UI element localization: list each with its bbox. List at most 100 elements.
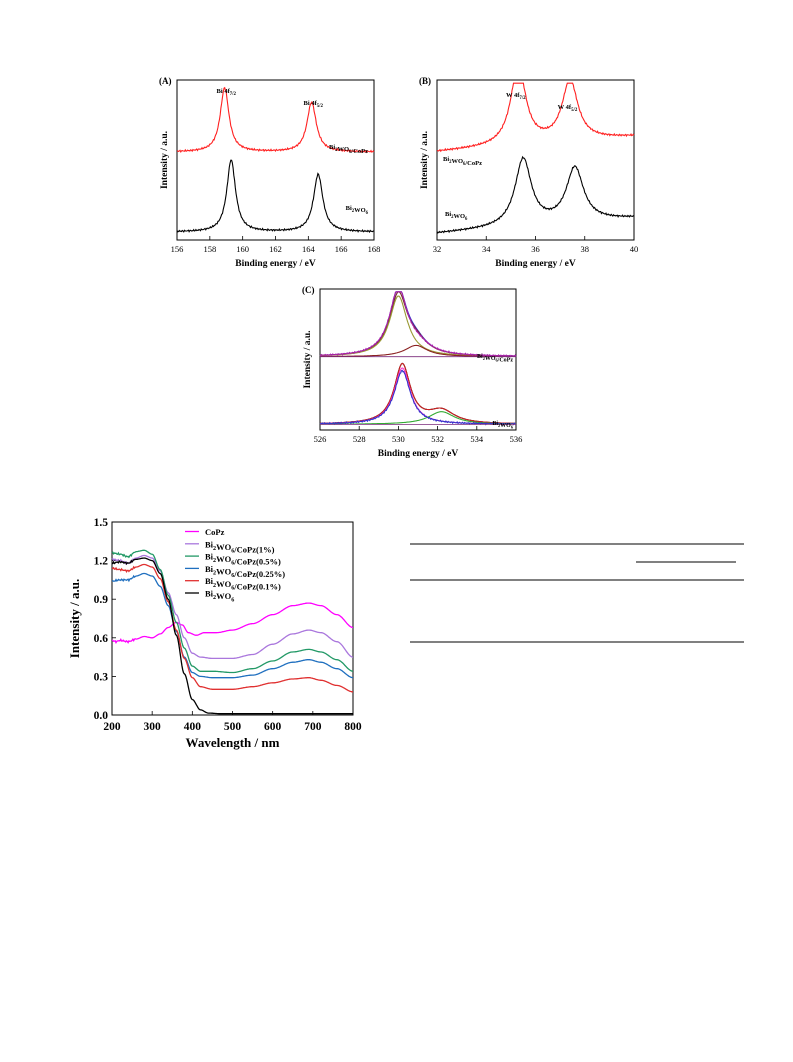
- series-line-line: [176, 86, 375, 154]
- x-tick-label: 38: [581, 244, 590, 254]
- label-subscript: 2: [335, 148, 338, 153]
- x-tick-label: 40: [630, 244, 639, 254]
- label-subscript: 6: [511, 425, 514, 430]
- uvvis-panel: 200 300 400 500 600 700 800 0.0 0.3 0.6 0.9 1.2 1.5 W…: [67, 517, 362, 750]
- x-tick-label: 528: [353, 434, 366, 444]
- series-label: Bi2WO6/CoPz: [329, 144, 368, 155]
- label-text: /CoPz: [497, 358, 514, 364]
- xps-panel-C: 526 528 530 532 534 536 Binding energy / eV Int…: [302, 285, 522, 459]
- annotation-main: Bi 4f: [304, 100, 318, 107]
- x-tick-label: 164: [302, 244, 316, 254]
- annotation-main: Bi 4f: [217, 88, 231, 95]
- series-line-peak1: [319, 295, 516, 357]
- legend-label: CoPz: [205, 527, 225, 537]
- label-subscript: 2: [483, 356, 485, 361]
- label-text: Bi: [346, 205, 352, 212]
- x-axis-label: Binding energy / eV: [235, 259, 316, 269]
- x-tick-label: 300: [144, 721, 162, 733]
- label-text: Bi: [205, 589, 214, 599]
- series-line-line: [436, 82, 635, 153]
- legend-label: Bi2WO6/CoPz(0.5%): [205, 552, 281, 567]
- y-tick-label: 0.3: [94, 671, 109, 683]
- annotation-sub: 7/2: [519, 96, 526, 101]
- y-tick-label: 0.6: [94, 633, 109, 645]
- label-text: WO: [338, 146, 350, 153]
- label-text: WO: [216, 554, 232, 564]
- x-tick-label: 156: [171, 244, 184, 254]
- plot-frame: [319, 288, 517, 431]
- annotation-main: W 4f: [558, 104, 572, 111]
- panel-label: (A): [159, 76, 172, 86]
- label-text: WO: [453, 213, 465, 220]
- legend-label: Bi2WO6/CoPz(0.25%): [205, 564, 285, 579]
- x-tick-label: 32: [433, 244, 442, 254]
- x-tick-label: 168: [368, 244, 381, 254]
- label-subscript: 2: [213, 546, 216, 552]
- legend-label: Bi2WO6: [205, 589, 234, 604]
- label-subscript: 2: [449, 160, 452, 165]
- label-text: CoPz: [205, 527, 225, 537]
- label-text: WO: [216, 591, 232, 601]
- series-line-raw: [319, 291, 517, 358]
- table-rules: [410, 543, 744, 643]
- annotation-sub: 5/2: [317, 104, 324, 109]
- series-line-raw: [319, 369, 517, 426]
- label-text: WO: [485, 356, 496, 362]
- y-axis-label: Intensity / a.u.: [420, 131, 430, 189]
- label-text: /CoPz: [350, 148, 368, 155]
- plot-frame: [176, 79, 375, 241]
- series-line-fit: [320, 291, 516, 357]
- label-subscript: 6: [496, 358, 499, 363]
- label-subscript: 6: [463, 162, 466, 167]
- annotation-sub: 7/2: [230, 92, 237, 97]
- x-tick-label: 530: [392, 434, 405, 444]
- label-subscript: 6: [231, 548, 234, 554]
- series-line: [111, 557, 353, 715]
- series-label: Bi2WO6: [445, 211, 468, 222]
- x-tick-label: 800: [344, 721, 362, 733]
- x-axis-label: Binding energy / eV: [378, 449, 459, 459]
- series-line: [111, 554, 354, 660]
- label-subscript: 6: [366, 211, 369, 216]
- label-text: Bi: [205, 539, 214, 549]
- label-subscript: 6: [231, 561, 234, 567]
- label-text: Bi: [205, 576, 214, 586]
- x-tick-label: 534: [470, 434, 484, 444]
- series-line-peak2: [320, 344, 516, 358]
- label-text: /CoPz(0.1%): [233, 581, 281, 591]
- label-text: Bi: [445, 211, 451, 218]
- label-subscript: 2: [213, 558, 216, 564]
- peak-annotation: W 4f7/2: [506, 92, 526, 101]
- annotation-main: W 4f: [506, 92, 520, 99]
- annotation-sub: 5/2: [571, 108, 578, 113]
- series-line: [112, 602, 354, 644]
- x-tick-label: 36: [531, 244, 540, 254]
- x-tick-label: 160: [236, 244, 249, 254]
- label-subscript: 6: [231, 585, 234, 591]
- y-tick-label: 1.2: [94, 556, 109, 568]
- series-label: Bi2WO6/CoPz: [477, 354, 513, 364]
- series-label: Bi2WO6: [346, 205, 369, 216]
- label-subscript: 2: [213, 595, 216, 601]
- label-subscript: 2: [213, 583, 216, 589]
- x-tick-label: 700: [304, 721, 322, 733]
- x-tick-label: 536: [510, 434, 523, 444]
- label-text: Bi: [329, 144, 335, 151]
- peak-annotation: Bi 4f7/2: [217, 88, 237, 97]
- x-axis-label: Wavelength / nm: [186, 735, 280, 750]
- label-text: Bi: [205, 552, 214, 562]
- series-line-fit: [320, 362, 516, 424]
- x-tick-label: 162: [269, 244, 282, 254]
- legend-label: Bi2WO6/CoPz(0.1%): [205, 576, 281, 591]
- x-tick-label: 526: [314, 434, 327, 444]
- label-text: /CoPz(1%): [233, 544, 274, 554]
- label-text: WO: [354, 207, 366, 214]
- x-tick-label: 166: [335, 244, 348, 254]
- series-line-line: [176, 159, 375, 233]
- x-tick-label: 400: [184, 721, 202, 733]
- series-line-envelope: [320, 362, 516, 424]
- label-text: WO: [216, 542, 232, 552]
- series-line: [111, 563, 353, 693]
- label-text: WO: [216, 579, 232, 589]
